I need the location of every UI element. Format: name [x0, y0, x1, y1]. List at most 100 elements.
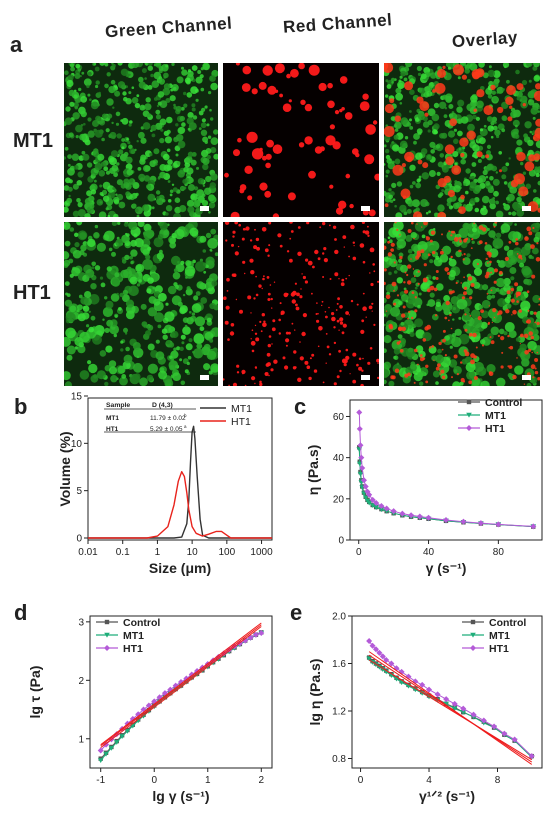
cell-particle	[504, 296, 511, 304]
cell-particle	[126, 137, 129, 141]
cell-particle	[463, 183, 466, 186]
scale-bar	[522, 206, 531, 211]
oil-droplet	[485, 154, 490, 159]
oil-droplet	[522, 103, 526, 107]
cell-particle	[203, 270, 207, 274]
cell-particle	[495, 287, 500, 292]
oil-droplet	[451, 290, 455, 294]
oil-droplet	[236, 371, 240, 374]
oil-droplet	[224, 222, 230, 225]
oil-droplet	[345, 277, 348, 280]
cell-particle	[514, 223, 517, 226]
cell-particle	[210, 249, 213, 252]
x-tick-label: 10	[187, 547, 199, 558]
oil-droplet	[239, 309, 243, 314]
oil-droplet	[534, 370, 539, 375]
oil-droplet	[324, 311, 327, 313]
oil-droplet	[260, 330, 263, 333]
cell-particle	[99, 276, 104, 280]
oil-droplet	[244, 384, 247, 386]
micrograph-texture	[64, 222, 218, 386]
oil-droplet	[335, 207, 344, 215]
cell-particle	[473, 361, 484, 373]
cell-particle	[400, 117, 409, 125]
oil-droplet	[356, 363, 359, 367]
oil-droplet	[484, 274, 489, 279]
cell-particle	[528, 169, 536, 177]
x-tick-label: 1	[155, 547, 161, 558]
cell-particle	[507, 193, 515, 202]
oil-droplet	[311, 353, 315, 357]
cell-particle	[526, 63, 533, 67]
cell-particle	[431, 113, 440, 122]
oil-droplet	[438, 341, 442, 346]
cell-particle	[452, 202, 460, 210]
cell-particle	[427, 119, 433, 126]
cell-particle	[130, 239, 137, 247]
oil-droplet	[508, 365, 513, 369]
x-tick-label: 0	[358, 775, 364, 786]
oil-droplet	[396, 228, 399, 231]
row-title-ht1: HT1	[13, 282, 51, 304]
oil-droplet	[514, 282, 519, 287]
cell-particle	[159, 164, 167, 171]
oil-droplet	[308, 64, 320, 76]
oil-droplet	[300, 288, 302, 290]
cell-particle	[94, 224, 99, 229]
cell-particle	[123, 327, 128, 333]
oil-droplet	[251, 376, 256, 381]
cell-particle	[159, 118, 167, 126]
cell-particle	[397, 80, 406, 89]
x-tick-label: 0	[151, 775, 157, 786]
oil-droplet	[337, 297, 340, 301]
cell-particle	[439, 153, 445, 158]
oil-droplet	[268, 335, 272, 338]
cell-particle	[131, 97, 139, 104]
oil-droplet	[338, 278, 340, 280]
oil-droplet	[321, 304, 323, 307]
cell-particle	[129, 255, 133, 260]
cell-particle	[147, 113, 152, 118]
cell-particle	[165, 98, 171, 103]
oil-droplet	[359, 101, 370, 111]
cell-particle	[122, 91, 127, 96]
cell-particle	[151, 133, 156, 138]
cell-particle	[476, 100, 484, 109]
oil-droplet	[274, 63, 285, 74]
cell-particle	[495, 200, 499, 205]
cell-particle	[177, 260, 180, 264]
cell-particle	[506, 79, 510, 84]
oil-droplet	[433, 359, 435, 361]
cell-particle	[394, 121, 402, 129]
oil-droplet	[384, 203, 389, 208]
y-tick-label: 20	[333, 494, 345, 505]
cell-particle	[115, 238, 124, 247]
cell-particle	[173, 213, 181, 217]
oil-droplet	[398, 327, 402, 331]
cell-particle	[87, 238, 96, 248]
oil-droplet	[419, 101, 430, 112]
cell-particle	[184, 369, 189, 374]
oil-droplet	[493, 316, 496, 319]
oil-droplet	[348, 255, 350, 258]
oil-droplet	[531, 274, 536, 279]
legend-label: Control	[123, 617, 160, 629]
oil-droplet	[537, 377, 540, 381]
cell-particle	[527, 139, 534, 147]
oil-droplet	[520, 258, 523, 260]
cell-particle	[106, 266, 112, 272]
cell-particle	[165, 64, 169, 68]
cell-particle	[86, 190, 93, 197]
cell-particle	[163, 153, 170, 161]
oil-droplet	[425, 364, 429, 368]
data-point	[104, 632, 110, 638]
table-cell: 11.79 ± 0.02	[150, 415, 186, 422]
cell-particle	[394, 158, 401, 165]
y-tick-label: 2.0	[332, 612, 346, 623]
cell-particle	[64, 371, 71, 381]
cell-particle	[171, 255, 181, 266]
cell-particle	[200, 129, 208, 136]
cell-particle	[162, 334, 168, 340]
series-line-ht1	[88, 471, 272, 539]
